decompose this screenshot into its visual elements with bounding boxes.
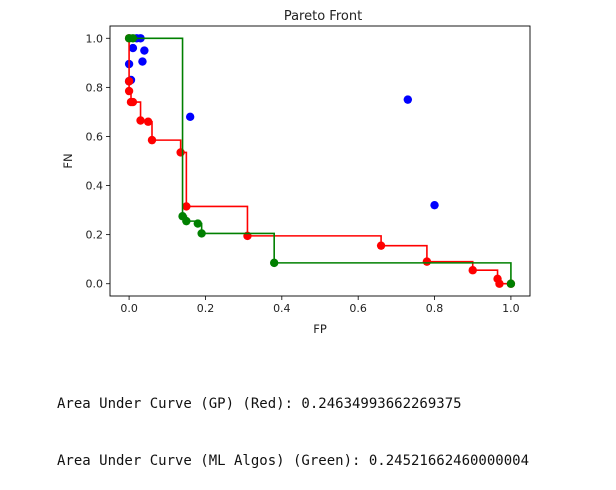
x-tick-label: 0.8 <box>426 302 444 315</box>
point-red <box>143 117 153 126</box>
point-blue <box>140 46 149 55</box>
point-green <box>128 34 138 43</box>
axis-ticks: 0.0 0.2 0.4 0.6 0.8 1.0 0.0 0.2 0.4 0.6 0.8 1.0 <box>86 32 520 315</box>
chart-title: Pareto Front <box>284 9 362 24</box>
point-red <box>182 202 191 211</box>
y-tick-label: 0.8 <box>86 81 104 94</box>
point-blue <box>128 43 138 53</box>
pareto-front-chart: Pareto Front 0.0 0.2 0.4 0.6 0.8 1.0 0.0 0.2 0.4… <box>61 9 531 336</box>
point-green <box>506 279 516 288</box>
y-tick-label: 0.0 <box>86 278 104 291</box>
x-tick-label: 0.0 <box>120 302 138 315</box>
point-green <box>182 216 191 226</box>
series-green <box>124 34 516 288</box>
x-tick-label: 0.4 <box>273 302 291 315</box>
point-blue <box>430 200 439 210</box>
point-red <box>124 77 134 86</box>
auc-ml-text: Area Under Curve (ML Algos) (Green): 0.2… <box>57 453 530 469</box>
point-green <box>269 258 279 268</box>
point-blue <box>138 57 147 66</box>
point-red <box>126 97 136 107</box>
x-tick-label: 0.6 <box>349 302 367 315</box>
point-red <box>495 279 504 288</box>
series-red <box>124 34 516 288</box>
point-red <box>176 148 185 157</box>
point-red <box>136 116 145 125</box>
x-tick-label: 1.0 <box>502 302 520 315</box>
point-red <box>468 266 477 275</box>
x-tick-label: 0.2 <box>197 302 215 315</box>
series-blue <box>124 34 439 210</box>
plot-frame <box>109 25 531 297</box>
point-red <box>376 241 386 250</box>
step-line-red <box>128 38 511 285</box>
y-axis-label: FN <box>61 153 75 168</box>
x-axis-label: FP <box>313 322 327 336</box>
point-blue <box>403 95 413 104</box>
cell-output: Area Under Curve (GP) (Red): 0.246349936… <box>57 357 529 490</box>
y-tick-label: 0.4 <box>86 180 104 193</box>
point-red <box>422 257 432 266</box>
point-red <box>124 86 134 96</box>
point-red <box>147 135 157 145</box>
point-green <box>197 229 206 238</box>
plot-area <box>124 34 516 288</box>
y-tick-label: 1.0 <box>86 32 104 45</box>
y-tick-label: 0.6 <box>86 130 104 143</box>
point-green <box>193 219 203 228</box>
point-blue <box>185 112 195 122</box>
y-tick-label: 0.2 <box>86 229 104 242</box>
